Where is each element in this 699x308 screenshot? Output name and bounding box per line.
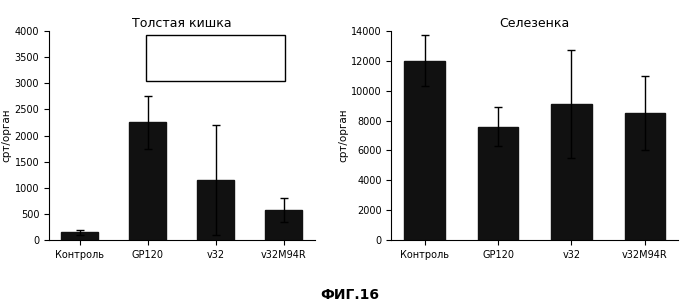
- Y-axis label: срт/орган: срт/орган: [338, 109, 348, 162]
- Text: ФИГ.16: ФИГ.16: [320, 288, 379, 302]
- Bar: [478, 127, 518, 240]
- Bar: [197, 180, 234, 240]
- Bar: [146, 35, 285, 80]
- Bar: [552, 104, 591, 240]
- Y-axis label: срт/орган: срт/орган: [1, 109, 12, 162]
- Bar: [405, 61, 445, 240]
- Bar: [625, 113, 665, 240]
- Bar: [129, 122, 166, 240]
- Bar: [61, 232, 99, 240]
- Title: Селезенка: Селезенка: [500, 17, 570, 30]
- Title: Толстая кишка: Толстая кишка: [132, 17, 231, 30]
- Bar: [265, 210, 303, 240]
